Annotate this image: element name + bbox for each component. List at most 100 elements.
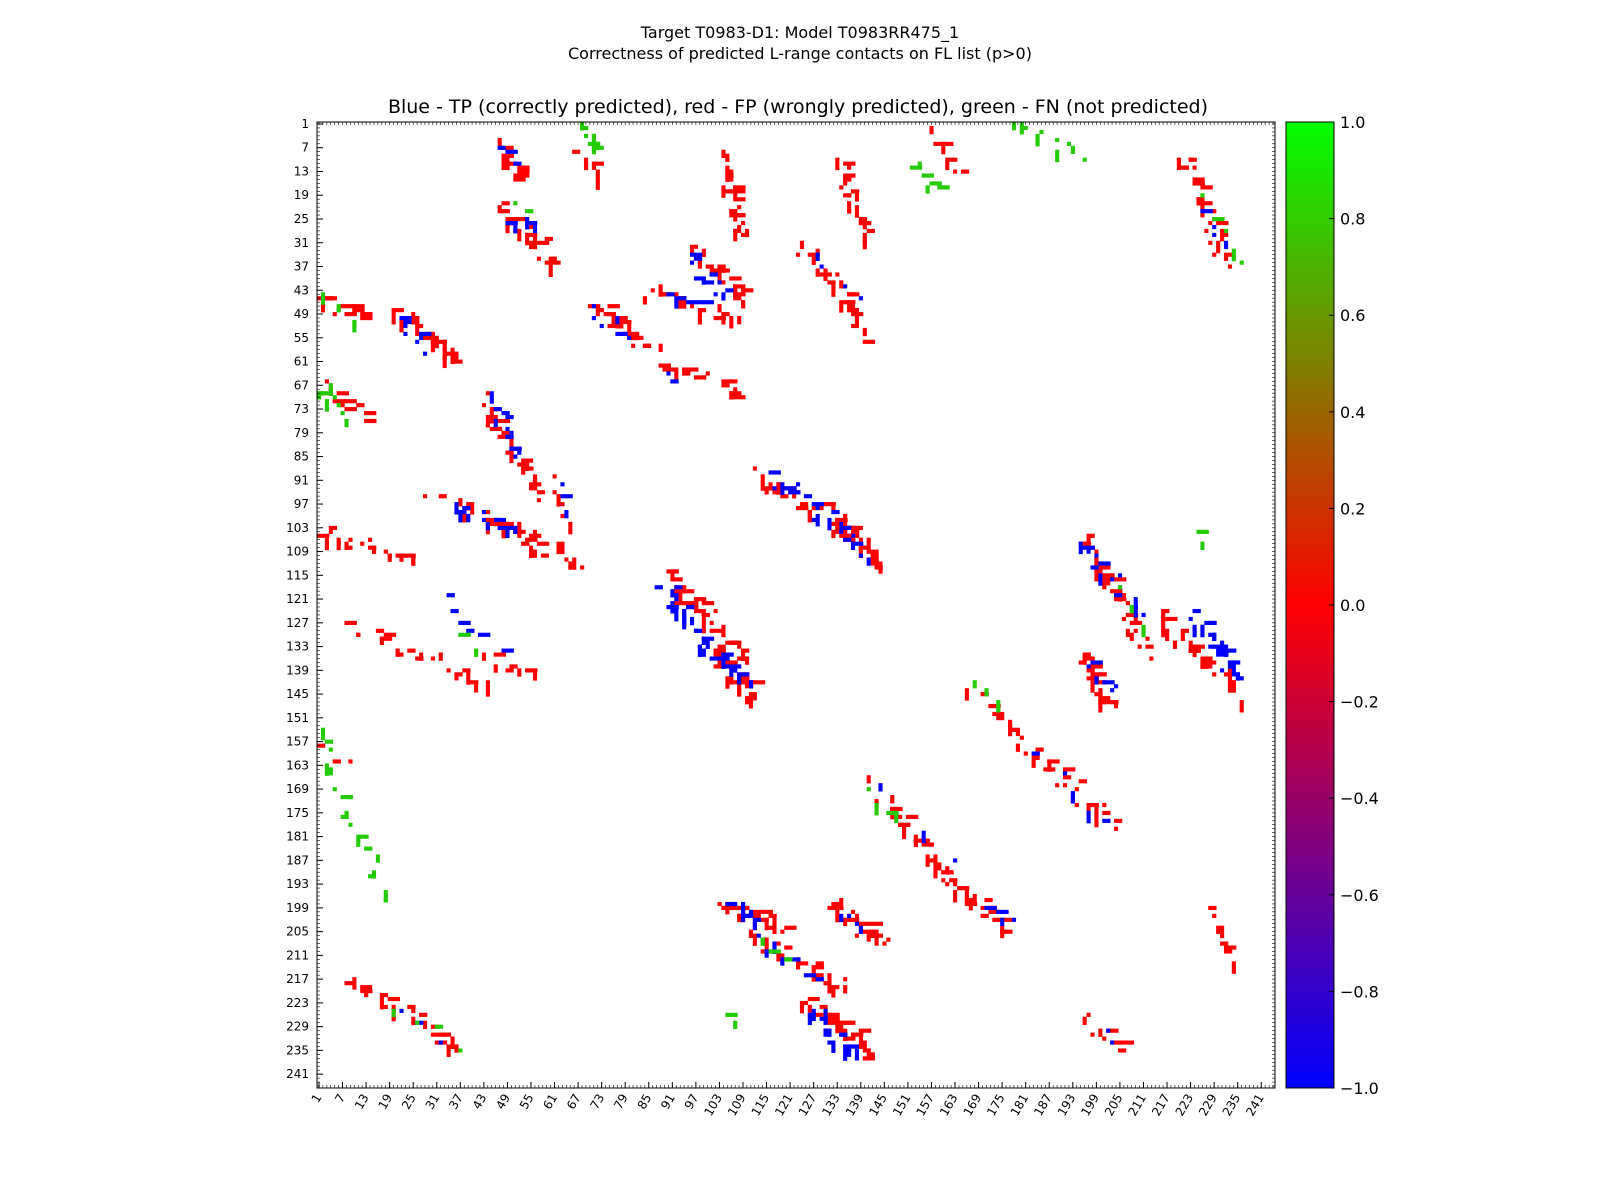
contact-cell-fp (360, 541, 365, 546)
contact-cell-fp (340, 304, 353, 309)
contact-cell-tp (854, 1056, 860, 1061)
contact-cell-fp (729, 276, 742, 281)
contact-cell-fp (1212, 913, 1217, 918)
contact-cell-fp (850, 917, 860, 922)
contact-cell-fp (874, 929, 879, 943)
contact-cell-fp (501, 153, 514, 158)
y-tick-label: 43 (294, 283, 309, 297)
x-tick-label: 151 (890, 1092, 914, 1119)
contact-cell-fn (1019, 122, 1024, 135)
contact-cell-fp (423, 335, 436, 340)
contact-cell-fp (1000, 711, 1005, 721)
contact-cell-tp (839, 1032, 848, 1037)
y-tick-label: 205 (286, 925, 309, 939)
contact-cell-fp (501, 533, 506, 538)
contact-cell-fp (395, 553, 408, 558)
x-tick-label: 49 (493, 1092, 513, 1112)
contact-cell-fp (489, 411, 494, 424)
contact-cell-fp (807, 252, 812, 257)
contact-cell-fp (521, 466, 534, 471)
contact-cell-fp (595, 312, 600, 317)
contact-cell-fp (344, 399, 357, 404)
contact-cell-fp (1192, 177, 1197, 182)
contact-cell-tp (1062, 771, 1068, 776)
contact-cell-tp (458, 620, 471, 625)
contact-cell-fn (929, 181, 942, 186)
contact-cell-fp (850, 304, 856, 309)
contact-cell-fp (1212, 209, 1217, 214)
contact-cell-fp (799, 961, 809, 966)
contact-cell-fn (364, 846, 373, 851)
contact-cell-fp (713, 652, 718, 657)
contact-cell-fp (996, 711, 1001, 721)
contact-cell-fp (752, 937, 757, 946)
contact-cell-tp (560, 482, 565, 487)
contact-cell-fp (470, 502, 475, 515)
contact-cell-fn (984, 688, 989, 697)
contact-cell-fp (839, 300, 844, 313)
contact-cell-fp (489, 521, 503, 527)
contact-cell-fp (854, 323, 860, 329)
y-tick-label: 19 (294, 188, 309, 202)
contact-cell-fp (768, 925, 773, 930)
contact-cell-fp (1204, 201, 1213, 206)
contact-cell-fp (529, 240, 534, 250)
contact-cell-fn (580, 125, 589, 131)
contact-cell-tp (803, 494, 813, 499)
contact-cell-fp (1102, 573, 1115, 578)
y-tick-label: 235 (286, 1043, 309, 1057)
contact-cell-tp (866, 557, 871, 566)
y-tick-label: 145 (286, 687, 309, 701)
contact-cell-fp (717, 901, 722, 907)
contact-cell-fp (729, 209, 734, 218)
contact-cell-tp (984, 905, 997, 911)
contact-cell-fp (552, 474, 557, 479)
contact-cell-fp (532, 549, 538, 558)
contact-cell-tp (477, 632, 491, 637)
contact-cell-fp (580, 565, 585, 570)
contact-cell-fp (1008, 727, 1017, 732)
contact-cell-fp (1125, 1040, 1135, 1045)
contact-cell-fp (1196, 177, 1205, 182)
contact-cell-fp (847, 292, 860, 297)
contact-cell-fp (725, 169, 730, 182)
contact-cell-fp (532, 529, 538, 534)
contact-cell-fp (399, 319, 404, 333)
contact-cell-fp (674, 367, 679, 380)
contact-cell-fp (501, 525, 506, 539)
contact-cell-fp (815, 1012, 828, 1017)
contact-cell-fp (796, 965, 801, 970)
contact-cell-fp (497, 137, 502, 147)
contact-cell-fn (1196, 529, 1209, 534)
contact-cell-fp (1102, 581, 1107, 586)
contact-cell-fp (693, 597, 707, 602)
contact-cell-fp (799, 240, 805, 250)
contact-cell-fn (1066, 141, 1072, 146)
contact-cell-fp (525, 458, 530, 471)
contact-cell-fp (497, 418, 510, 424)
contact-cell-fp (701, 248, 706, 257)
y-tick-label: 151 (286, 711, 309, 725)
contact-cell-fp (1114, 597, 1127, 602)
contact-cell-tp (780, 957, 785, 966)
contact-cell-fp (1062, 783, 1068, 788)
contact-cell-fp (1082, 541, 1087, 546)
contact-cell-fp (737, 688, 742, 697)
contact-cell-fp (697, 308, 707, 313)
x-tick-label: 55 (517, 1092, 537, 1112)
contact-cell-fp (678, 296, 683, 309)
contact-cell-tp (693, 628, 703, 633)
contact-cell-tp (858, 296, 863, 301)
contact-cell-tp (1223, 240, 1229, 250)
contact-cell-fp (1129, 632, 1134, 642)
contact-cell-fp (835, 517, 848, 523)
contact-cell-fp (442, 347, 447, 352)
contact-cell-tp (689, 260, 695, 265)
contact-cell-tp (733, 664, 738, 673)
contact-cell-fn (1039, 129, 1044, 135)
contact-cell-fn (415, 1020, 420, 1025)
contact-cell-fp (1078, 660, 1083, 665)
contact-cell-tp (505, 434, 514, 439)
contact-cell-fn (1055, 149, 1060, 163)
contact-cell-fp (744, 656, 750, 665)
